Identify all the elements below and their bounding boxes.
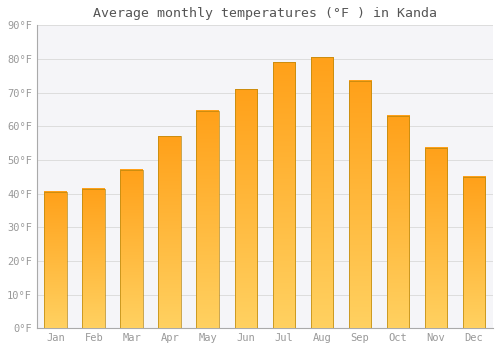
Bar — [348, 81, 372, 328]
Bar — [310, 57, 334, 328]
Bar — [158, 136, 182, 328]
Bar — [386, 116, 409, 328]
Bar — [462, 177, 485, 328]
Bar — [82, 189, 105, 328]
Bar — [272, 62, 295, 328]
Bar — [424, 148, 448, 328]
Bar — [44, 192, 67, 328]
Bar — [234, 89, 258, 328]
Bar — [120, 170, 144, 328]
Title: Average monthly temperatures (°F ) in Kanda: Average monthly temperatures (°F ) in Ka… — [93, 7, 437, 20]
Bar — [196, 111, 220, 328]
